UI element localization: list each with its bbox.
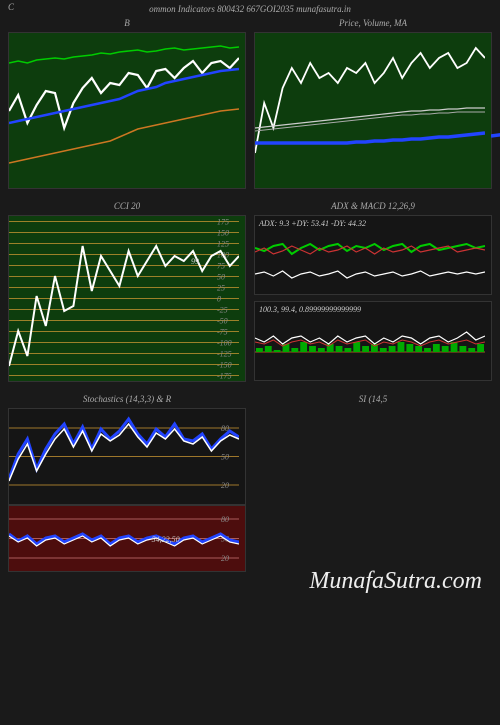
- chart-box-stoch-b: 80502054,22,50: [8, 505, 246, 572]
- svg-text:-100: -100: [217, 339, 232, 348]
- svg-text:-175: -175: [217, 372, 232, 381]
- svg-text:50: 50: [217, 273, 225, 282]
- chart-box-stoch-a: 805020: [8, 408, 246, 505]
- chart-cci: CCI 20 1751501251007550250-25-50-75-100-…: [8, 201, 246, 382]
- chart-title-stoch: Stochastics (14,3,3) & R: [8, 394, 246, 404]
- chart-title-si: SI (14,5: [254, 394, 492, 404]
- svg-text:54,22,50: 54,22,50: [152, 535, 180, 544]
- svg-text:20: 20: [221, 481, 229, 490]
- svg-text:-25: -25: [217, 306, 228, 315]
- chart-box-cci: 1751501251007550250-25-50-75-100-125-150…: [8, 215, 246, 382]
- chart-bollinger: B: [8, 18, 246, 189]
- chart-box-bollinger: [8, 32, 246, 189]
- svg-text:-50: -50: [217, 317, 228, 326]
- header-center: ommon Indicators 800432 667GOI2035 munaf…: [149, 4, 351, 14]
- svg-text:20: 20: [221, 554, 229, 563]
- svg-text:99: 99: [191, 257, 199, 266]
- chart-box-macd: 100.3, 99.4, 0.89999999999999: [254, 301, 492, 381]
- svg-text:-125: -125: [217, 350, 232, 359]
- chart-adx-macd: ADX & MACD 12,26,9 ADX: 9.3 +DY: 53.41 -…: [254, 201, 492, 382]
- row-2: CCI 20 1751501251007550250-25-50-75-100-…: [0, 201, 500, 382]
- chart-title-cci: CCI 20: [8, 201, 246, 211]
- chart-box-price: [254, 32, 492, 189]
- svg-text:0: 0: [217, 295, 221, 304]
- chart-title-price: Price, Volume, MA: [254, 18, 492, 28]
- svg-text:25: 25: [217, 284, 225, 293]
- watermark: MunafaSutra.com: [309, 568, 482, 595]
- svg-text:ADX: 9.3 +DY: 53.41 -DY: 44.32: ADX: 9.3 +DY: 53.41 -DY: 44.32: [258, 219, 366, 228]
- page-header: C ommon Indicators 800432 667GOI2035 mun…: [0, 0, 500, 18]
- svg-text:125: 125: [217, 240, 229, 249]
- svg-text:100.3, 99.4, 0.8999999999999: 100.3, 99.4, 0.89999999999999: [259, 305, 361, 314]
- chart-title-b: B: [8, 18, 246, 28]
- row-3: Stochastics (14,3,3) & R 805020 80502054…: [0, 394, 500, 572]
- chart-si: SI (14,5: [254, 394, 492, 572]
- row-1: B Price, Volume, MA: [0, 18, 500, 189]
- chart-title-adx: ADX & MACD 12,26,9: [254, 201, 492, 211]
- svg-text:175: 175: [217, 218, 229, 227]
- chart-price-ma: Price, Volume, MA: [254, 18, 492, 189]
- chart-stochastics: Stochastics (14,3,3) & R 805020 80502054…: [8, 394, 246, 572]
- svg-text:50: 50: [221, 453, 229, 462]
- svg-text:80: 80: [221, 515, 229, 524]
- chart-box-adx: ADX: 9.3 +DY: 53.41 -DY: 44.32: [254, 215, 492, 295]
- svg-text:150: 150: [217, 229, 229, 238]
- svg-text:75: 75: [217, 262, 225, 271]
- svg-text:-75: -75: [217, 328, 228, 337]
- header-left: C: [8, 2, 14, 12]
- svg-text:-150: -150: [217, 361, 232, 370]
